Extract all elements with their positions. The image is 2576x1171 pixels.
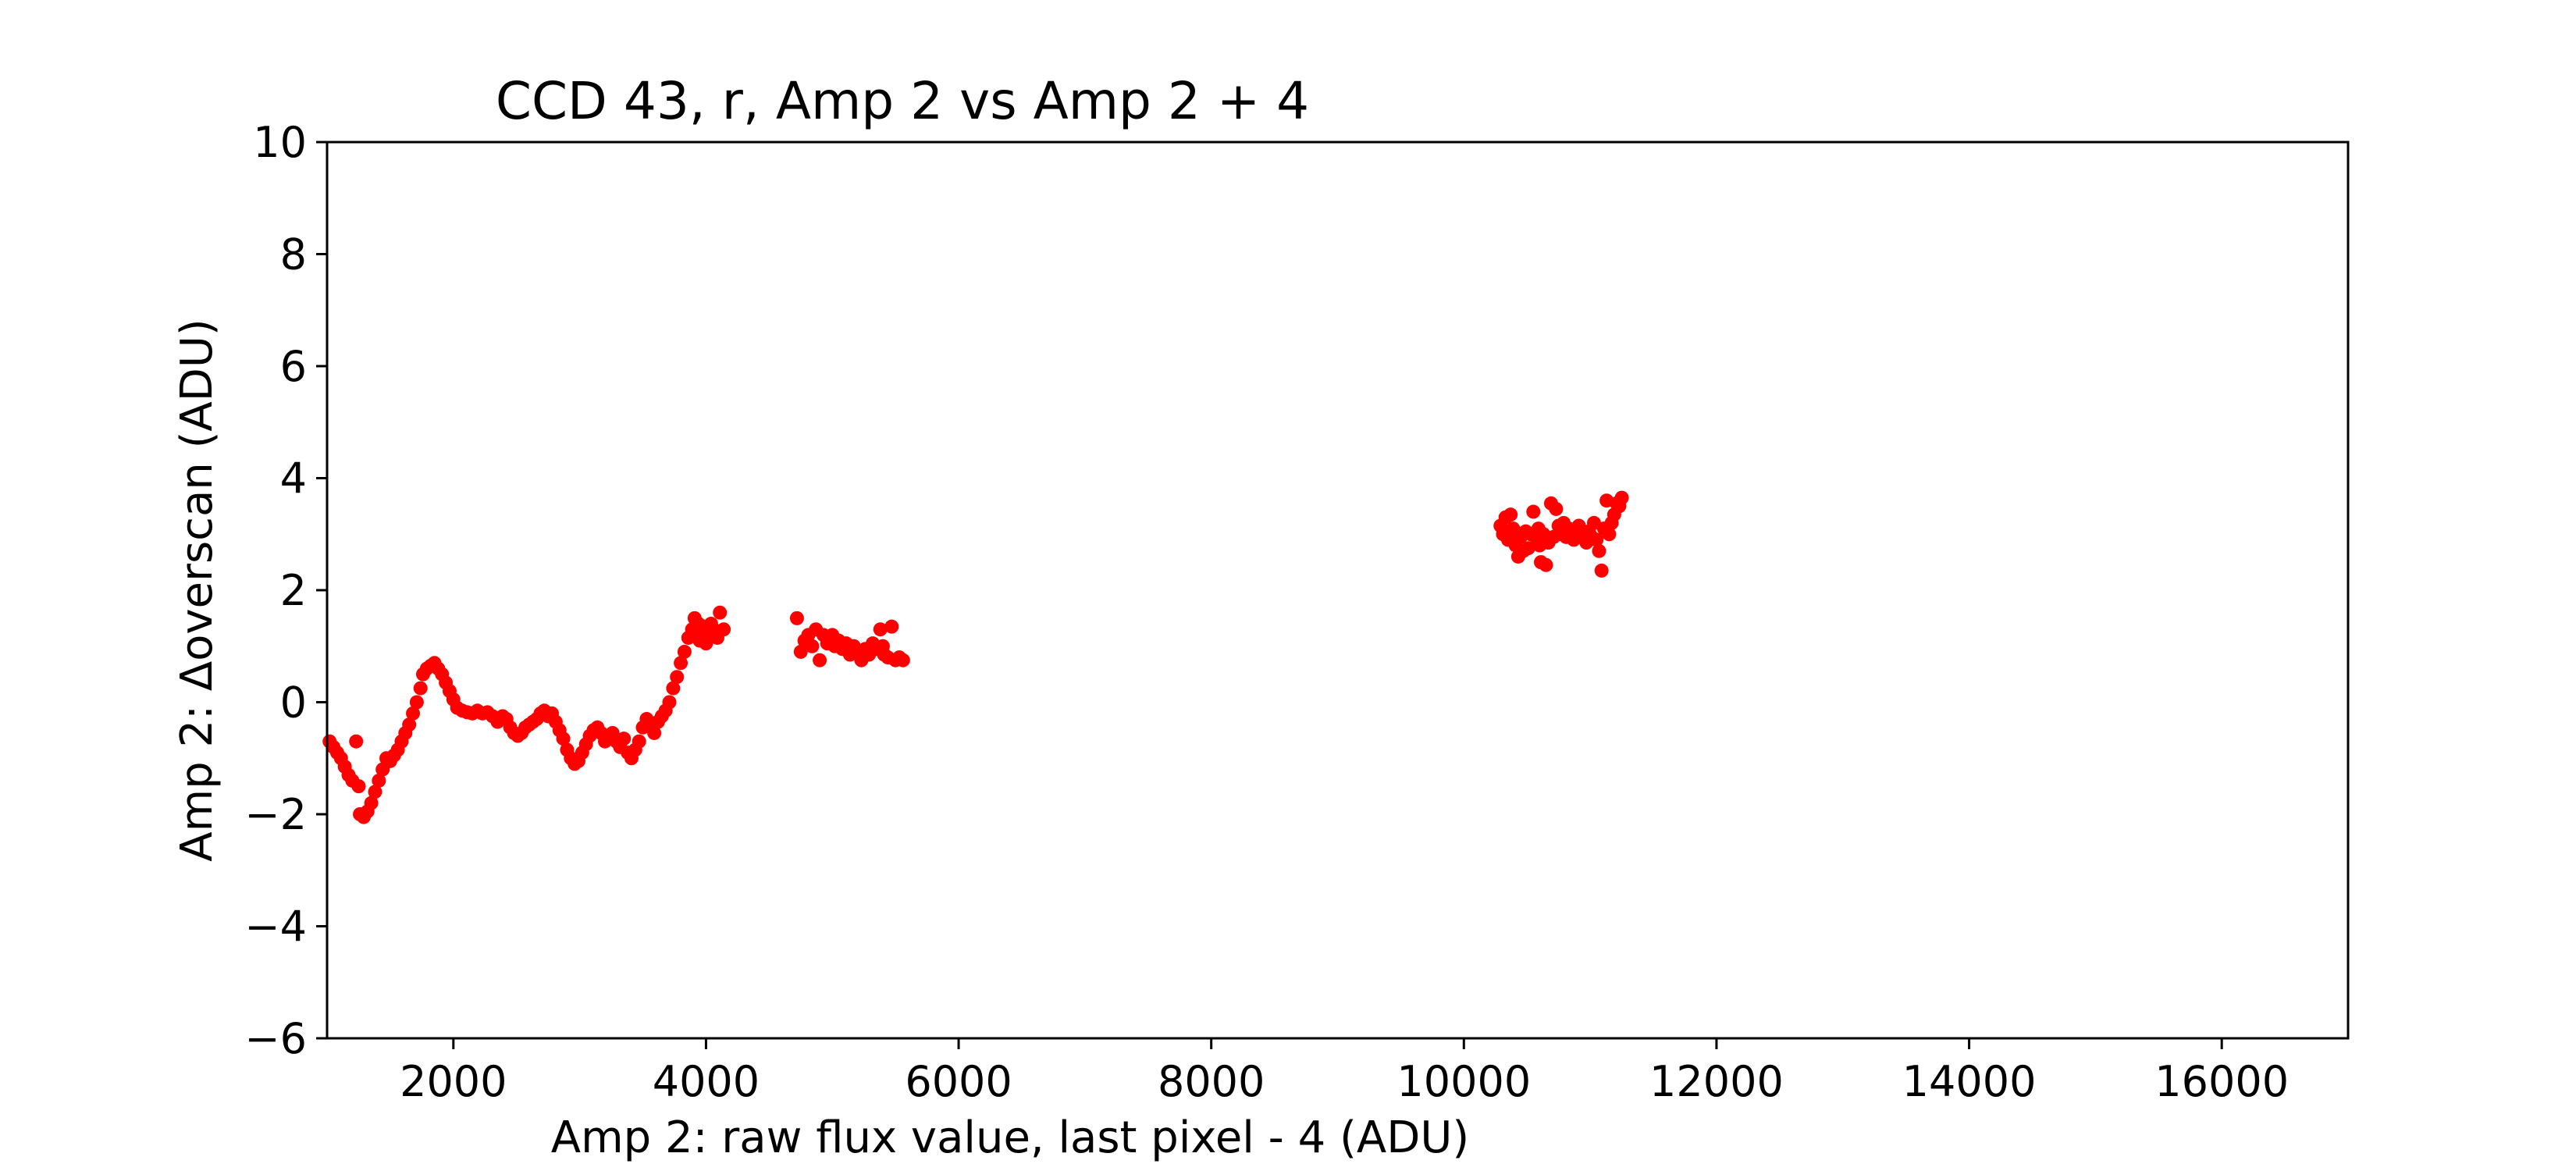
data-point: [793, 644, 808, 659]
x-axis-label: Amp 2: raw flux value, last pixel - 4 (A…: [551, 1112, 1469, 1163]
x-tick-label: 14000: [1902, 1057, 2037, 1106]
x-tick-label: 6000: [905, 1057, 1012, 1106]
data-point: [677, 644, 692, 659]
y-tick-label: 6: [280, 342, 307, 391]
data-point: [662, 695, 677, 710]
data-point: [1602, 527, 1617, 542]
data-point: [351, 779, 366, 794]
data-point: [1532, 538, 1547, 553]
data-point: [1614, 490, 1629, 505]
data-point: [1549, 501, 1564, 516]
data-point: [805, 639, 820, 653]
x-tick-label: 4000: [653, 1057, 760, 1106]
x-axis-ticks: 2000 4000 6000 8000 10000 12000 14000 16000: [400, 1038, 2289, 1106]
data-point: [364, 795, 379, 810]
data-point: [1592, 543, 1606, 558]
x-tick-label: 8000: [1158, 1057, 1265, 1106]
data-point: [406, 706, 421, 721]
y-axis-label: Amp 2: Δoverscan (ADU): [172, 319, 222, 861]
y-tick-label: 8: [280, 230, 307, 279]
data-point: [1594, 563, 1609, 578]
data-point: [875, 639, 890, 653]
data-point: [713, 605, 728, 620]
data-point: [617, 731, 632, 746]
data-point: [1557, 521, 1572, 536]
data-points: [322, 490, 1629, 824]
data-point: [413, 681, 428, 696]
data-point: [844, 639, 859, 653]
data-point: [1539, 557, 1553, 572]
y-tick-label: −2: [244, 790, 307, 839]
x-tick-label: 10000: [1397, 1057, 1531, 1106]
y-tick-label: 2: [280, 566, 307, 615]
y-axis-ticks: −6 −4 −2 0 2 4 6 8 10: [244, 118, 327, 1063]
x-tick-label: 16000: [2154, 1057, 2289, 1106]
y-tick-label: 10: [253, 118, 307, 167]
data-point: [709, 625, 724, 639]
y-tick-label: −6: [244, 1014, 307, 1063]
data-point: [884, 619, 899, 634]
x-tick-label: 12000: [1649, 1057, 1784, 1106]
data-point: [372, 773, 386, 788]
data-point: [632, 734, 646, 749]
data-point: [556, 731, 571, 746]
data-point: [813, 653, 827, 667]
data-point: [1503, 507, 1518, 522]
x-tick-label: 2000: [400, 1057, 507, 1106]
data-point: [692, 633, 707, 648]
data-point: [789, 610, 804, 625]
data-point: [647, 725, 662, 740]
y-tick-label: 0: [280, 678, 307, 728]
data-point: [1526, 504, 1541, 519]
data-point: [368, 785, 382, 799]
data-point: [895, 653, 910, 667]
data-point: [1589, 532, 1604, 547]
data-point: [1507, 524, 1522, 539]
data-point: [402, 717, 417, 732]
data-point: [409, 695, 424, 710]
y-tick-label: 4: [280, 454, 307, 504]
data-point: [1521, 541, 1535, 556]
data-point: [873, 622, 888, 637]
data-point: [825, 628, 840, 642]
chart-title: CCD 43, r, Amp 2 vs Amp 2 + 4: [496, 71, 1309, 131]
data-point: [666, 681, 681, 696]
plot-area-frame: [326, 141, 2350, 1040]
data-point: [670, 670, 685, 685]
data-point: [349, 734, 364, 749]
data-point: [674, 656, 688, 671]
y-tick-label: −4: [244, 902, 307, 952]
